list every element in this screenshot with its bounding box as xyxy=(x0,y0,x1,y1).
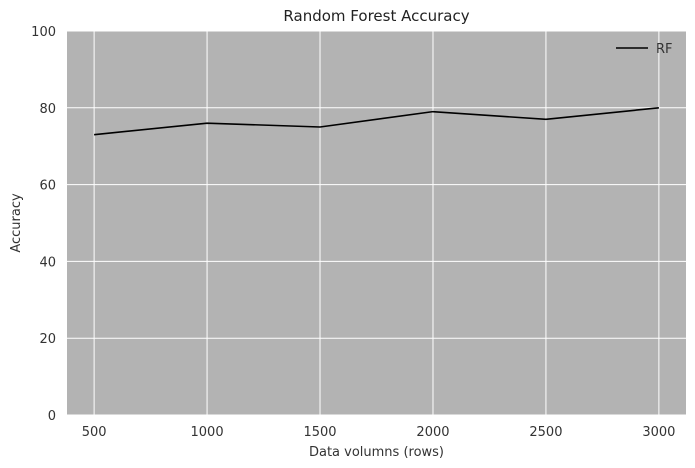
y-tick-label: 20 xyxy=(39,332,56,347)
x-tick-label: 1500 xyxy=(303,425,336,440)
legend-label-rf: RF xyxy=(656,42,673,57)
y-tick-label: 80 xyxy=(39,102,56,117)
x-axis-ticks: 500 1000 1500 2000 2500 3000 xyxy=(82,425,676,440)
x-tick-label: 3000 xyxy=(642,425,675,440)
y-tick-label: 100 xyxy=(31,25,56,40)
x-tick-label: 500 xyxy=(82,425,107,440)
plot-area xyxy=(67,31,686,415)
x-axis-label: Data volumns (rows) xyxy=(309,445,444,460)
legend: RF xyxy=(616,42,673,57)
y-tick-label: 60 xyxy=(39,179,56,194)
y-axis-label: Accuracy xyxy=(9,193,24,253)
y-axis-ticks: 0 20 40 60 80 100 xyxy=(31,25,56,424)
y-tick-label: 0 xyxy=(48,409,56,424)
series-layer xyxy=(94,107,659,136)
series-line-rf xyxy=(94,107,659,136)
x-tick-label: 2500 xyxy=(529,425,562,440)
chart-title: Random Forest Accuracy xyxy=(283,7,469,25)
x-tick-label: 1000 xyxy=(191,425,224,440)
y-tick-label: 40 xyxy=(39,255,56,270)
x-tick-label: 2000 xyxy=(416,425,449,440)
grid-lines xyxy=(67,30,686,416)
